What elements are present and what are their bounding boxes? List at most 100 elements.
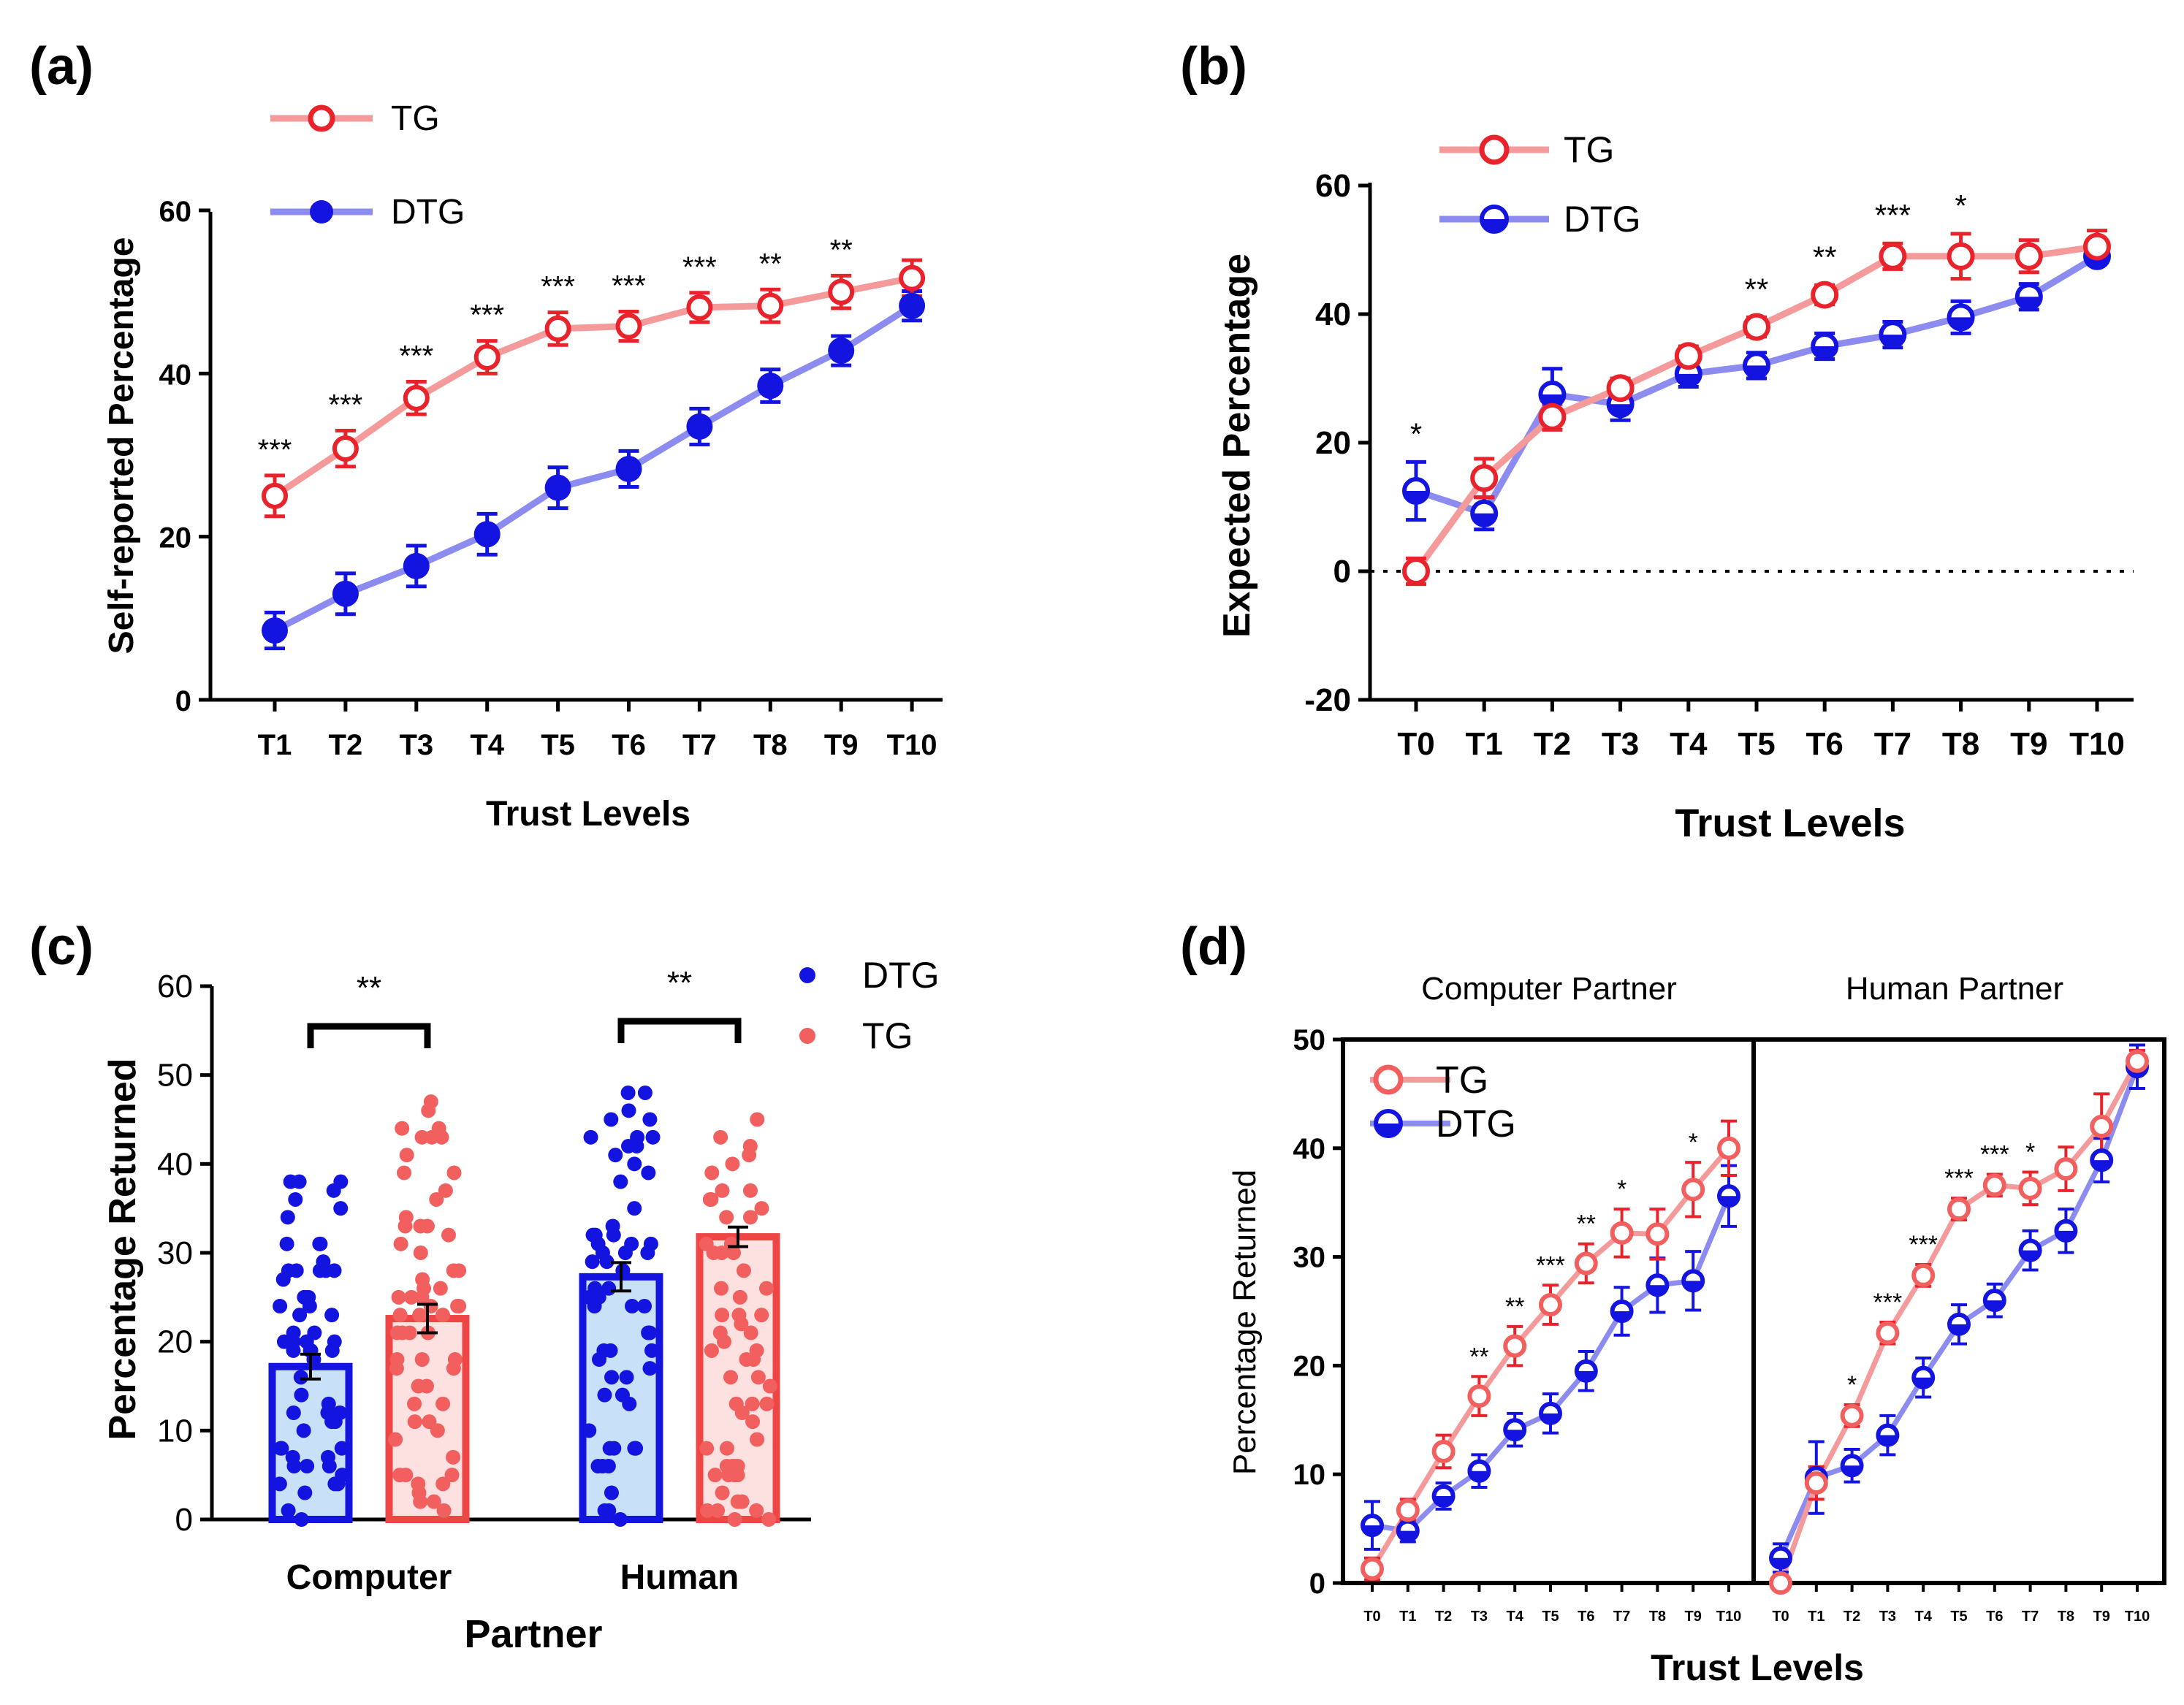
data-point-dtg [312, 1236, 327, 1251]
significance-label: ** [1745, 272, 1769, 306]
significance-label: ** [759, 248, 782, 280]
data-point-dtg [604, 1485, 619, 1500]
panel-label: (a) [29, 37, 94, 96]
data-point-tg [438, 1183, 453, 1198]
point-tg [757, 292, 784, 319]
x-tick-label: T9 [1685, 1609, 1702, 1625]
y-tick-label: 40 [1293, 1133, 1326, 1165]
data-point-dtg [297, 1485, 313, 1500]
data-point-dtg [582, 1289, 597, 1305]
significance-label: * [1955, 188, 1966, 223]
legend-marker-dtg [1374, 1109, 1403, 1138]
x-tick-label: T1 [1399, 1609, 1416, 1625]
significance-label: ** [1505, 1293, 1524, 1321]
facet-title-computer: Computer Partner [1421, 971, 1677, 1007]
data-point-tg [433, 1281, 448, 1296]
data-point-tg [413, 1245, 428, 1260]
x-tick-label: T4 [1507, 1609, 1524, 1625]
point-dtg-half [1608, 404, 1632, 416]
data-point-dtg [280, 1210, 295, 1225]
x-tick-label: T0 [1772, 1609, 1789, 1625]
data-point-dtg [630, 1129, 645, 1145]
point-dtg-half [1842, 1465, 1862, 1476]
x-axis-label: Partner [464, 1612, 602, 1656]
point-dtg-half [2092, 1160, 2112, 1170]
data-point-tg [713, 1129, 728, 1145]
data-point-tg [730, 1468, 745, 1483]
significance-label: *** [682, 251, 717, 283]
data-point-tg [441, 1227, 456, 1243]
data-point-dtg [601, 1281, 617, 1296]
x-tick-label: T8 [753, 729, 788, 761]
point-dtg-half [1745, 365, 1768, 378]
point-tg [1610, 1221, 1634, 1245]
data-point-tg [411, 1378, 426, 1394]
x-tick-label: T3 [399, 729, 433, 761]
point-dtg-half [1576, 1370, 1596, 1381]
data-point-tg [389, 1351, 405, 1367]
data-point-dtg [641, 1325, 656, 1340]
y-tick-label: 60 [157, 969, 193, 1004]
x-tick-label: T9 [824, 729, 859, 761]
point-dtg-half [1813, 346, 1837, 358]
data-point-dtg [289, 1263, 304, 1278]
x-tick-label: T7 [1613, 1609, 1630, 1625]
point-dtg [1467, 1459, 1491, 1483]
x-tick-label: T8 [2058, 1609, 2074, 1625]
data-point-dtg [627, 1441, 642, 1456]
legend-marker-dtg [799, 967, 815, 983]
data-point-tg [436, 1503, 452, 1518]
point-dtg [1402, 477, 1430, 505]
data-point-tg [704, 1191, 719, 1207]
data-point-dtg [645, 1129, 661, 1145]
point-tg [332, 435, 359, 462]
point-dtg [615, 455, 642, 482]
x-tick-label: T8 [1649, 1609, 1666, 1625]
data-point-dtg [603, 1343, 618, 1358]
data-point-dtg [285, 1449, 300, 1465]
point-tg [1947, 242, 1975, 270]
y-tick-label: 50 [1293, 1024, 1326, 1056]
x-tick-label: T7 [682, 729, 717, 761]
point-dtg [1840, 1454, 1864, 1478]
legend-label-dtg: DTG [1436, 1103, 1516, 1145]
data-point-tg [402, 1325, 417, 1340]
data-point-dtg [281, 1503, 296, 1518]
point-dtg [1681, 1269, 1705, 1293]
data-point-dtg [597, 1503, 612, 1518]
x-tick-label: T6 [1806, 726, 1844, 762]
panel-label: (b) [1180, 37, 1247, 96]
data-point-dtg [327, 1334, 342, 1349]
data-point-dtg [602, 1441, 617, 1456]
x-tick-label: T2 [329, 729, 363, 761]
point-tg [1402, 557, 1430, 585]
point-tg [403, 384, 430, 411]
legend: TG DTG [270, 99, 465, 232]
data-point-dtg [627, 1201, 642, 1216]
point-dtg [2090, 1148, 2114, 1172]
point-tg [1982, 1173, 2006, 1197]
x-tick-label: T2 [1534, 726, 1571, 762]
significance-bracket [307, 1023, 431, 1048]
panel-b: (b) TG DTG Expected Percentage Trust Lev… [1180, 37, 2134, 845]
data-point-tg [421, 1103, 436, 1118]
x-tick-label: T1 [258, 729, 292, 761]
point-tg [1674, 342, 1702, 370]
data-point-dtg [605, 1218, 620, 1234]
data-point-tg [395, 1121, 410, 1136]
data-point-tg [397, 1165, 412, 1180]
point-dtg [1470, 499, 1499, 527]
point-dtg [332, 580, 359, 607]
data-point-dtg [608, 1148, 623, 1163]
point-dtg-half [2056, 1230, 2076, 1240]
significance-label: *** [1944, 1164, 1974, 1192]
data-point-tg [412, 1308, 427, 1323]
data-point-dtg [590, 1236, 606, 1251]
point-dtg-half [1469, 1471, 1489, 1481]
y-tick-label: 40 [1315, 297, 1351, 332]
data-point-tg [714, 1281, 729, 1296]
point-tg [1431, 1439, 1456, 1463]
point-dtg [1811, 332, 1839, 360]
point-dtg [2014, 283, 2043, 311]
y-tick-label: 60 [1315, 168, 1351, 204]
